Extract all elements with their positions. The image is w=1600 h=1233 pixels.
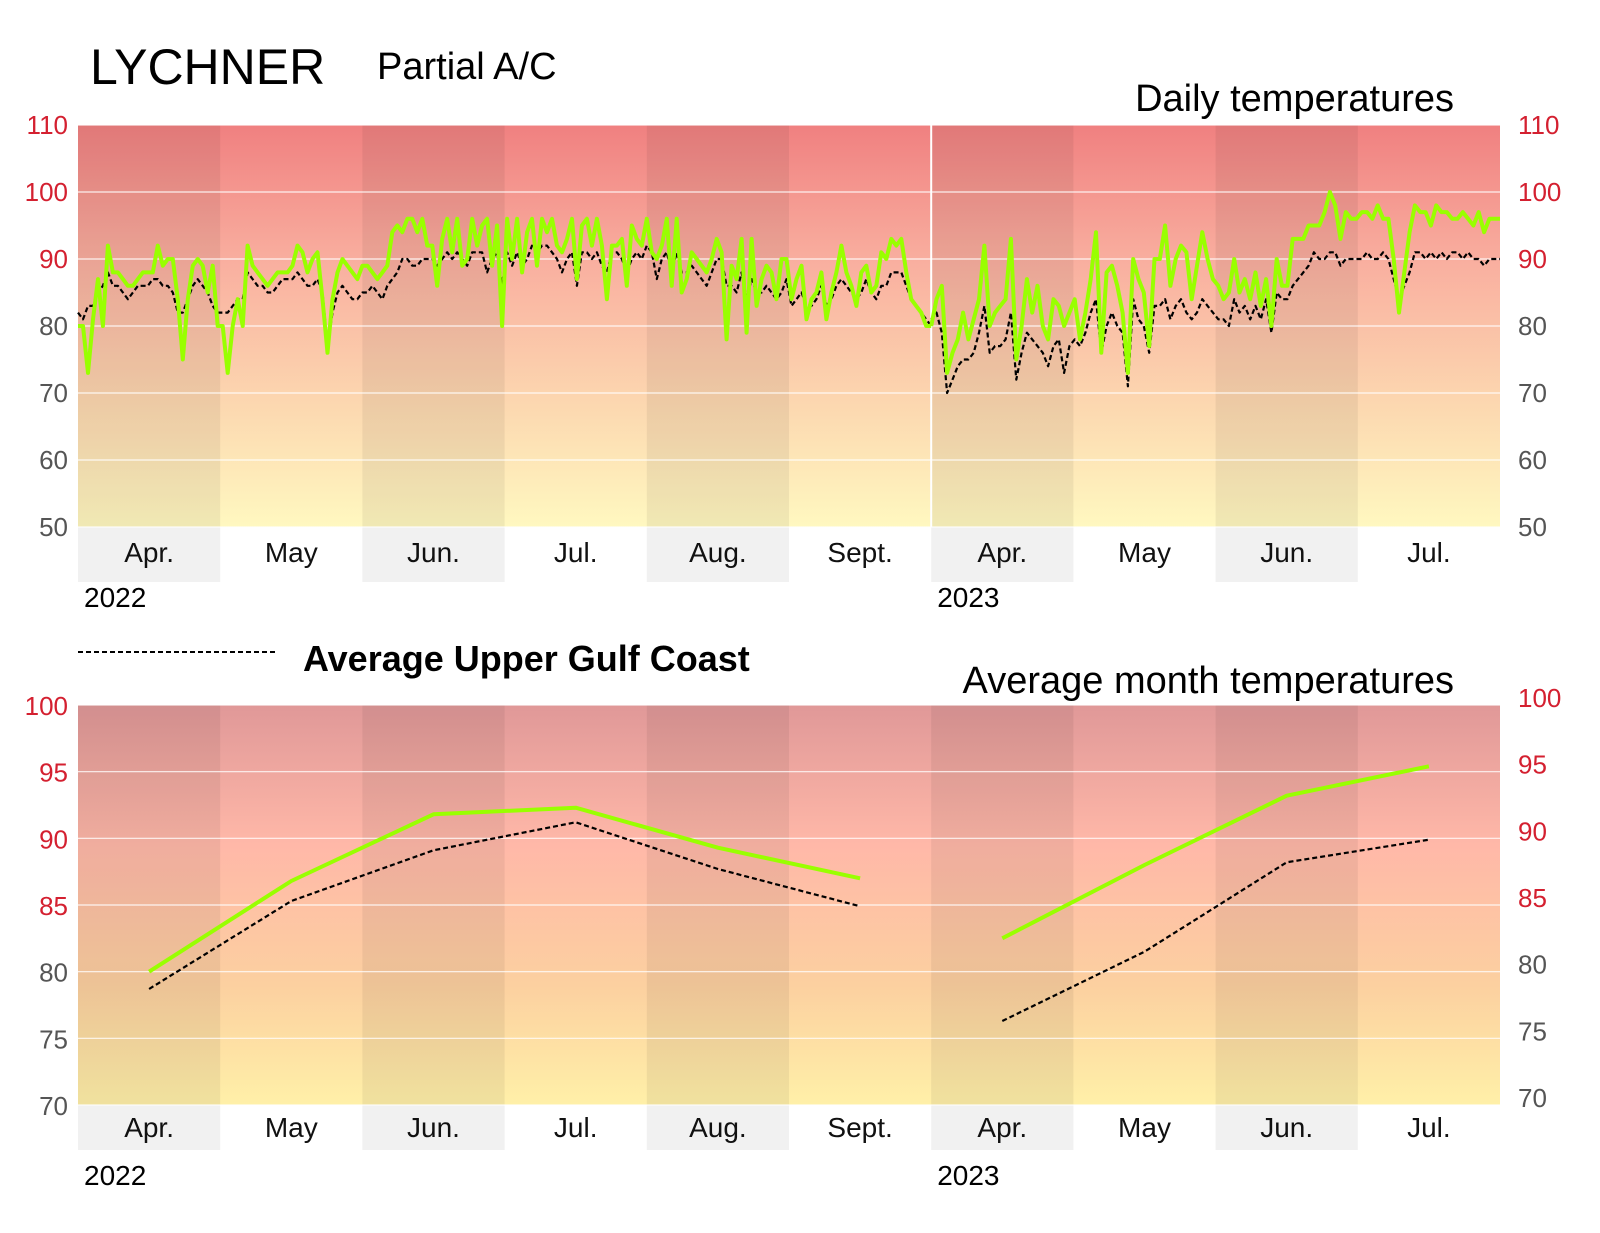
x-tick-label: Jul. xyxy=(554,1112,598,1143)
y-tick-label-left: 70 xyxy=(39,378,68,408)
legend-dashed-line xyxy=(78,651,278,653)
y-tick-label-left: 50 xyxy=(39,512,68,542)
x-tick-label: Sept. xyxy=(827,537,892,568)
x-tick-label: Jun. xyxy=(1260,1112,1313,1143)
x-tick-label: Jun. xyxy=(407,537,460,568)
x-tick-label: Jul. xyxy=(554,537,598,568)
y-tick-label-left: 100 xyxy=(25,177,68,207)
y-tick-label-left: 90 xyxy=(39,244,68,274)
month-label-band xyxy=(362,1105,505,1150)
x-tick-label: May xyxy=(265,537,318,568)
month-label-band xyxy=(646,1105,789,1150)
station-title: LYCHNER xyxy=(90,39,326,95)
station-series-line xyxy=(1001,764,1430,941)
y-tick-label-left: 80 xyxy=(39,311,68,341)
y-tick-label-right: 100 xyxy=(1518,177,1561,207)
month-label-band xyxy=(78,1105,221,1150)
y-tick-label-left: 70 xyxy=(39,1091,68,1121)
y-tick-label-right: 110 xyxy=(1518,110,1559,140)
y-tick-label-right: 90 xyxy=(1518,816,1547,846)
x-tick-label: Apr. xyxy=(977,537,1027,568)
y-tick-label-left: 110 xyxy=(27,110,68,140)
y-tick-label-right: 70 xyxy=(1518,1083,1547,1113)
station-series-line xyxy=(929,190,1500,375)
x-tick-label: Jun. xyxy=(1260,537,1313,568)
y-tick-label-left: 85 xyxy=(39,891,68,921)
year-label: 2022 xyxy=(84,582,146,613)
year-label: 2023 xyxy=(937,1160,999,1191)
y-tick-label-right: 95 xyxy=(1518,750,1547,780)
x-tick-label: Aug. xyxy=(689,1112,747,1143)
y-tick-label-right: 50 xyxy=(1518,512,1547,542)
y-tick-label-left: 75 xyxy=(39,1024,68,1054)
month-label-band xyxy=(78,527,221,582)
y-tick-label-right: 80 xyxy=(1518,311,1547,341)
y-tick-label-right: 80 xyxy=(1518,950,1547,980)
y-tick-label-left: 60 xyxy=(39,445,68,475)
y-tick-label-left: 100 xyxy=(25,691,68,721)
average-series-line xyxy=(1001,838,1430,1022)
station-series-line xyxy=(78,216,932,375)
y-tick-label-right: 75 xyxy=(1518,1016,1547,1046)
y-tick-label-right: 90 xyxy=(1518,244,1547,274)
month-label-band xyxy=(931,527,1074,582)
x-tick-label: May xyxy=(1118,1112,1171,1143)
monthly-chart-title: Average month temperatures xyxy=(962,660,1454,702)
x-tick-label: Jul. xyxy=(1407,537,1451,568)
month-label-band xyxy=(646,527,789,582)
month-label-band xyxy=(931,1105,1074,1150)
month-label-band xyxy=(1215,527,1358,582)
month-label-band xyxy=(362,527,505,582)
y-tick-label-right: 60 xyxy=(1518,445,1547,475)
y-tick-label-right: 100 xyxy=(1518,683,1561,713)
ac-status-label: Partial A/C xyxy=(377,46,557,88)
x-tick-label: May xyxy=(1118,537,1171,568)
year-label: 2023 xyxy=(937,582,999,613)
x-tick-label: Jun. xyxy=(407,1112,460,1143)
x-tick-label: Apr. xyxy=(977,1112,1027,1143)
y-tick-label-left: 80 xyxy=(39,958,68,988)
x-tick-label: Apr. xyxy=(124,1112,174,1143)
station-series-line xyxy=(148,805,861,974)
x-tick-label: Apr. xyxy=(124,537,174,568)
x-tick-label: Aug. xyxy=(689,537,747,568)
year-label: 2022 xyxy=(84,1160,146,1191)
legend-average-label: Average Upper Gulf Coast xyxy=(303,638,750,679)
daily-temperature-chart: Apr. May Jun. Jul. Aug. Sept. Apr. May Jun. Jul. 5… xyxy=(25,110,1562,613)
y-tick-label-right: 85 xyxy=(1518,883,1547,913)
x-tick-label: May xyxy=(265,1112,318,1143)
y-tick-label-left: 95 xyxy=(39,758,68,788)
x-tick-label: Jul. xyxy=(1407,1112,1451,1143)
month-label-band xyxy=(1215,1105,1358,1150)
daily-chart-title: Daily temperatures xyxy=(1135,78,1454,120)
y-tick-label-right: 70 xyxy=(1518,378,1547,408)
y-tick-label-left: 90 xyxy=(39,824,68,854)
average-series-line xyxy=(148,821,861,990)
x-tick-label: Sept. xyxy=(827,1112,892,1143)
